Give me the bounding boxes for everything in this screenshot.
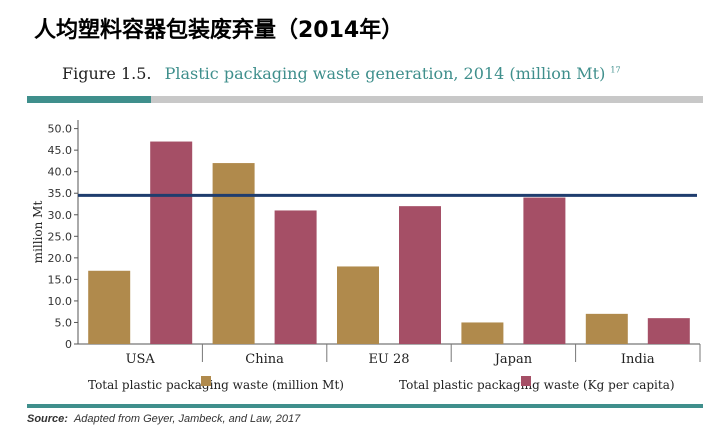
y-axis-label: million Mt — [31, 201, 45, 264]
y-tick-label: 0 — [65, 338, 72, 351]
bar-total-mt-china — [212, 163, 255, 344]
x-tick-label: India — [621, 352, 655, 367]
bar-total-mt-usa — [88, 270, 131, 344]
source-text: Adapted from Geyer, Jambeck, and Law, 20… — [73, 413, 301, 425]
legend-label-series2: Total plastic packaging waste (Kg per ca… — [399, 378, 675, 392]
bar-kg-per-capita-china — [274, 210, 317, 344]
legend-swatch-series2 — [521, 376, 531, 386]
bar-total-mt-india — [585, 313, 628, 344]
y-tick-label: 35.0 — [48, 187, 73, 200]
bar-total-mt-japan — [461, 322, 504, 344]
legend-item-series1: Total plastic packaging waste (million M… — [88, 378, 344, 392]
header-rule-accent — [27, 96, 151, 103]
y-tick-label: 30.0 — [48, 209, 73, 222]
figure-caption-text: Plastic packaging waste generation, 2014… — [164, 64, 606, 83]
x-tick-label: Japan — [493, 352, 533, 367]
legend-item-series2: Total plastic packaging waste (Kg per ca… — [399, 378, 675, 392]
header-rule-grey — [151, 96, 703, 103]
x-tick-label: USA — [126, 352, 156, 367]
legend-swatch-series1 — [201, 376, 211, 386]
source-label: Source: — [27, 413, 68, 425]
figure-caption: Figure 1.5. Plastic packaging waste gene… — [62, 64, 621, 83]
y-tick-label: 25.0 — [48, 230, 73, 243]
figure-caption-footnote: 17 — [610, 65, 621, 75]
y-tick-label: 50.0 — [48, 123, 73, 136]
y-tick-label: 45.0 — [48, 144, 73, 157]
bar-kg-per-capita-japan — [523, 197, 566, 344]
x-tick-label: EU 28 — [368, 352, 409, 367]
y-tick-label: 20.0 — [48, 252, 73, 265]
footer-rule — [27, 404, 703, 408]
legend-label-series1: Total plastic packaging waste (million M… — [88, 378, 344, 392]
bar-kg-per-capita-usa — [150, 141, 193, 344]
bar-total-mt-eu-28 — [337, 266, 379, 344]
y-tick-label: 40.0 — [48, 166, 73, 179]
y-tick-label: 15.0 — [48, 273, 73, 286]
source-note: Source: Adapted from Geyer, Jambeck, and … — [27, 413, 300, 425]
y-tick-label: 10.0 — [48, 295, 73, 308]
page-title: 人均塑料容器包装废弃量（2014年） — [34, 18, 404, 43]
header-rule — [27, 96, 703, 103]
y-tick-label: 5.0 — [55, 316, 73, 329]
bar-kg-per-capita-india — [647, 318, 690, 344]
bar-kg-per-capita-eu-28 — [399, 206, 441, 344]
x-tick-label: China — [245, 352, 284, 367]
figure-label: Figure 1.5. — [62, 64, 152, 83]
